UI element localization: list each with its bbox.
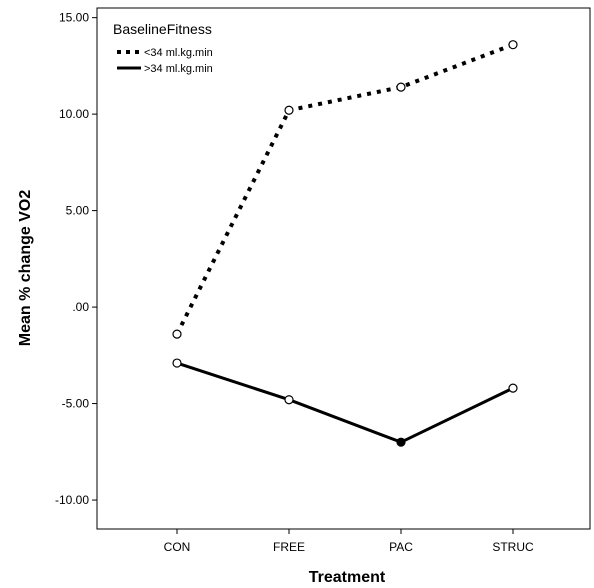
series-layer (172, 40, 518, 447)
y-tick-label: -10.00 (55, 493, 89, 507)
x-tick-label: STRUC (492, 540, 534, 554)
x-tick-label: CON (164, 540, 191, 554)
legend-entry-label: >34 ml.kg.min (144, 63, 213, 75)
data-point (172, 358, 182, 368)
y-axis: -10.00 -5.00 .00 5.00 10.00 15.00 (55, 11, 97, 507)
data-point (284, 395, 294, 405)
y-tick-label: .00 (72, 300, 89, 314)
legend-entry-label: <34 ml.kg.min (144, 47, 213, 59)
data-point (508, 40, 518, 50)
y-tick-label: 15.00 (59, 11, 89, 25)
y-axis-label: Mean % change VO2 (17, 190, 34, 347)
y-tick-label: 5.00 (66, 204, 90, 218)
data-point (508, 383, 518, 393)
data-point (396, 437, 406, 447)
series-line-high-fitness (176, 361, 514, 444)
y-tick-label: -5.00 (62, 397, 90, 411)
legend-title: BaselineFitness (113, 21, 212, 37)
legend: BaselineFitness <34 ml.kg.min >34 ml.kg.m… (113, 21, 213, 75)
x-tick-label: PAC (389, 540, 413, 554)
data-point (172, 329, 182, 339)
plot-frame (96, 7, 591, 530)
y-tick-label: 10.00 (59, 107, 89, 121)
data-point (284, 105, 294, 115)
data-point (396, 82, 406, 92)
x-axis: CON FREE PAC STRUC (164, 529, 534, 554)
x-tick-label: FREE (273, 540, 305, 554)
x-axis-label: Treatment (309, 569, 386, 586)
